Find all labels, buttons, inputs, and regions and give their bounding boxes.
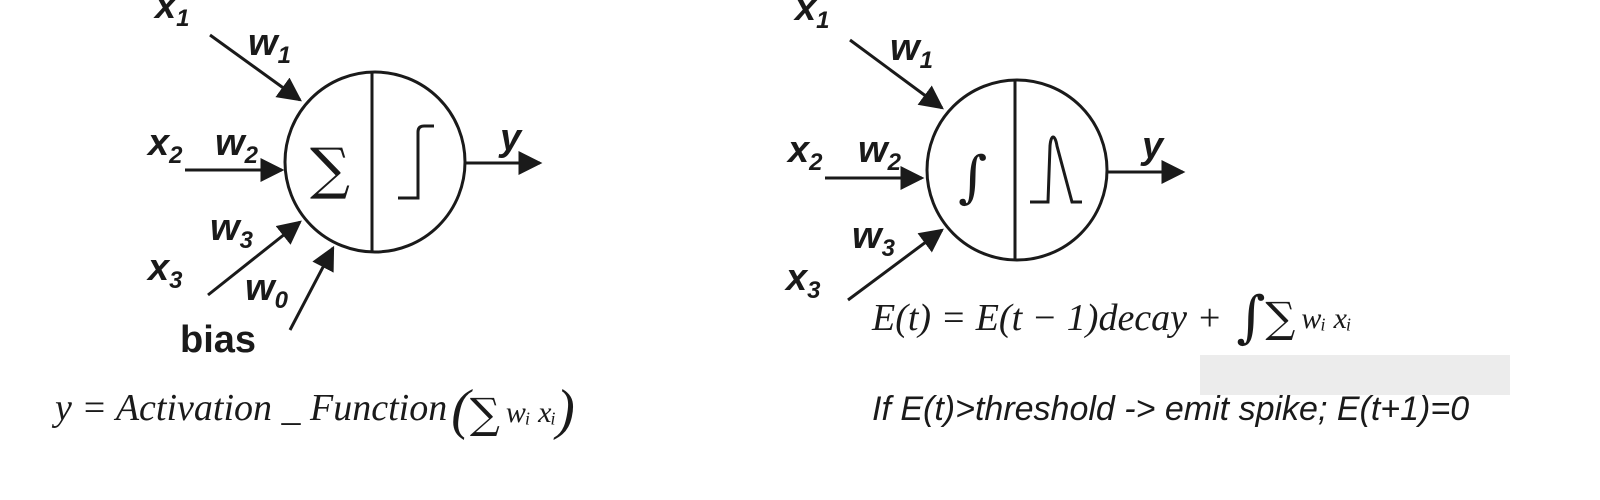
spike-function-icon — [1030, 135, 1082, 204]
input-x3-label: x3 — [146, 247, 183, 294]
weight-w3-label: w3 — [210, 207, 254, 254]
weight-w2-label: w2 — [858, 129, 902, 176]
blurred-region — [1200, 355, 1510, 395]
output-label: y — [498, 117, 523, 159]
weight-w1-label: w1 — [890, 27, 933, 74]
weight-w2-label: w2 — [215, 122, 259, 169]
input-arrow-1 — [209, 33, 302, 102]
input-arrow-1 — [849, 38, 944, 110]
perceptron-equation: y = Activation _ Function(∑ wᵢ xᵢ) — [51, 379, 575, 441]
input-x2-label: x2 — [146, 122, 183, 169]
spike-equation: If E(t)>threshold -> emit spike; E(t+1)=… — [872, 390, 1469, 428]
input-x2-label: x2 — [786, 129, 823, 176]
neuron-body — [925, 78, 1109, 262]
input-x3-label: x3 — [784, 257, 821, 304]
bias-label: bias — [180, 319, 256, 361]
weight-w3-label: w3 — [852, 215, 896, 262]
energy-equation: E(t) = E(t − 1)decay + ∫∑ wᵢ xᵢ — [871, 285, 1352, 350]
bias-arrow — [288, 245, 335, 331]
input-x1-label: x1 — [793, 0, 830, 34]
output-label: y — [1140, 125, 1165, 167]
perceptron-neuron: ∑ y x1 w1 x2 w2 w3 x3 w0 bias y = Activa… — [51, 0, 575, 441]
weight-w0-label: w0 — [245, 267, 289, 314]
input-arrow-3 — [847, 228, 944, 302]
input-x1-label: x1 — [153, 0, 190, 32]
integral-symbol: ∫ — [958, 145, 987, 210]
spiking-neuron: ∫ y x1 w1 x2 w2 w3 x3 E(t) = E(t − 1)dec… — [784, 0, 1510, 428]
sum-symbol: ∑ — [310, 137, 350, 202]
weight-w1-label: w1 — [248, 22, 291, 69]
step-function-icon — [398, 124, 434, 200]
input-arrow-3 — [207, 220, 302, 297]
